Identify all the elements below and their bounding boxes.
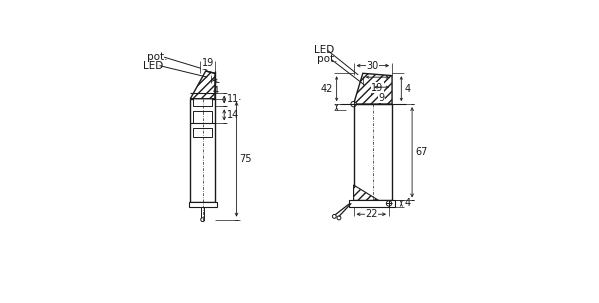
- Circle shape: [386, 201, 392, 206]
- Text: 30: 30: [367, 61, 379, 71]
- Text: 4: 4: [212, 86, 219, 96]
- Text: 67: 67: [415, 147, 428, 157]
- Text: pot.: pot.: [147, 52, 168, 62]
- Polygon shape: [190, 71, 215, 99]
- Circle shape: [332, 215, 336, 218]
- Bar: [189, 202, 216, 207]
- Text: LED: LED: [143, 61, 163, 71]
- Text: 4: 4: [404, 84, 410, 94]
- Bar: [193, 111, 212, 123]
- Circle shape: [351, 102, 356, 107]
- Text: LED: LED: [313, 45, 334, 55]
- Bar: [353, 104, 392, 200]
- Bar: [349, 200, 395, 207]
- Polygon shape: [353, 73, 392, 104]
- Text: pot.: pot.: [317, 55, 338, 65]
- Circle shape: [337, 216, 341, 220]
- Bar: [190, 99, 215, 202]
- Text: 9: 9: [379, 93, 385, 103]
- Text: 11: 11: [226, 95, 239, 105]
- Circle shape: [201, 218, 205, 221]
- Text: 19: 19: [371, 82, 383, 92]
- Polygon shape: [353, 185, 379, 200]
- Text: 42: 42: [320, 84, 333, 94]
- Bar: [193, 93, 212, 106]
- Text: 75: 75: [240, 154, 252, 164]
- Bar: [201, 207, 204, 220]
- Bar: [193, 128, 212, 137]
- Text: 14: 14: [226, 110, 239, 120]
- Text: 22: 22: [365, 209, 377, 219]
- Text: 19: 19: [201, 58, 214, 68]
- Text: 4: 4: [404, 198, 410, 208]
